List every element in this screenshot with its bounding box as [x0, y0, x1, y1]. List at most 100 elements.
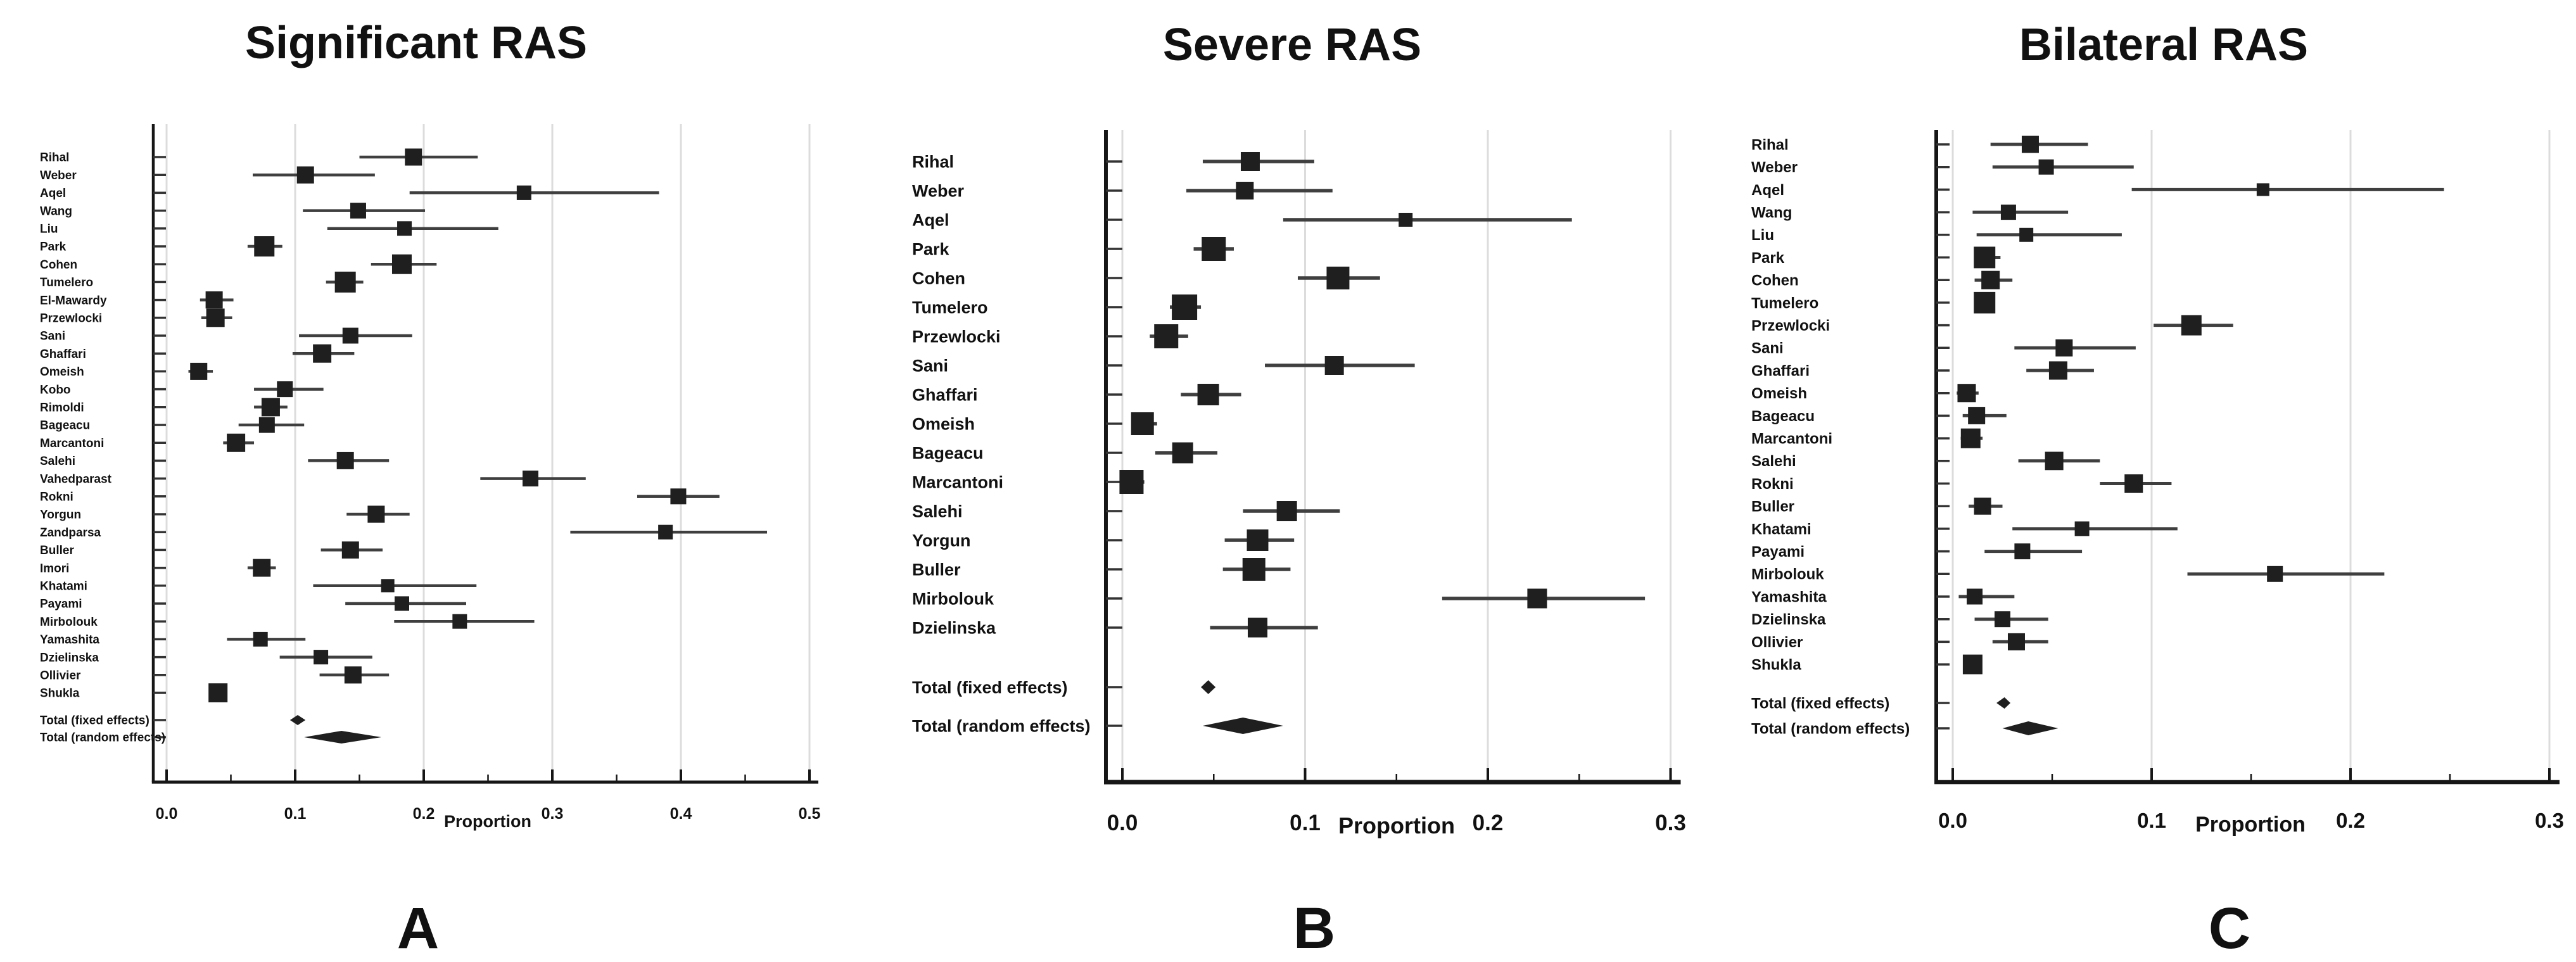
weight-box [205, 291, 223, 309]
total-label: Total (random effects) [1751, 720, 1910, 737]
weight-box [1242, 558, 1266, 581]
weight-box [381, 579, 395, 593]
tick-label: 0.4 [670, 805, 692, 823]
weight-box [2055, 339, 2073, 357]
weight-box [452, 614, 467, 629]
x-axis-label: Proportion [2195, 813, 2306, 837]
weight-box [2124, 474, 2143, 493]
forest-plot: Rihal Weber Aqel Park Cohen Tumelero Przewlock… [912, 130, 1686, 835]
weight-box [1326, 267, 1350, 289]
tick-label: 0.1 [2137, 809, 2166, 832]
weight-box [1197, 384, 1219, 405]
weight-box [1236, 182, 1254, 199]
weight-box [1974, 291, 1996, 313]
study-label: Ghaffari [1751, 362, 1810, 379]
study-label: Ghaffari [40, 348, 86, 361]
study-label: Weber [40, 169, 77, 182]
study-label: Buller [40, 544, 74, 557]
weight-box [1324, 356, 1344, 375]
x-axis-label: Proportion [444, 812, 531, 831]
total-label: Total (fixed effects) [912, 678, 1068, 697]
study-label: Bageacu [1751, 408, 1815, 425]
study-label: Ghaffari [912, 385, 978, 404]
weight-box [1399, 213, 1413, 227]
study-label: Sani [912, 356, 948, 375]
weight-box [391, 254, 412, 274]
panel-letter: C [2209, 896, 2250, 961]
tick-label: 0.0 [156, 805, 178, 823]
study-label: Park [1751, 250, 1785, 267]
total-diamond [1996, 697, 2011, 709]
tick-label: 0.3 [1655, 811, 1686, 835]
weight-box [1247, 617, 1267, 638]
total-diamond [2002, 721, 2059, 735]
total-diamond [289, 715, 306, 725]
tick-label: 0.5 [799, 805, 821, 823]
weight-box [2007, 633, 2025, 650]
study-label: Wang [1751, 205, 1792, 222]
study-label: Dzielinska [1751, 611, 1826, 628]
total-label: Total (random effects) [912, 716, 1091, 735]
study-label: Przewlocki [40, 312, 102, 325]
study-label: Kobo [40, 383, 71, 396]
weight-box [344, 666, 362, 684]
weight-box [336, 452, 354, 469]
weight-box [2019, 227, 2034, 242]
weight-box [314, 650, 329, 665]
weight-box [1962, 654, 1983, 674]
total-diamond [1201, 680, 1216, 694]
weight-box [2038, 159, 2054, 175]
study-label: Liu [1751, 227, 1774, 244]
tick-label: 0.1 [1290, 811, 1321, 835]
study-label: Omeish [1751, 385, 1807, 402]
study-label: Weber [912, 181, 965, 200]
study-label: Przewlocki [912, 327, 1001, 346]
weight-box [1974, 246, 1996, 269]
forest-plot: Rihal Weber Aqel Wang Liu Park Cohen Tumelero Pr… [1751, 130, 2564, 832]
weight-box [405, 148, 422, 166]
weight-box [1240, 152, 1260, 171]
weight-box [2000, 205, 2016, 220]
panel-title: Significant RAS [245, 18, 587, 68]
study-label: Bageacu [912, 443, 984, 462]
weight-box [190, 362, 208, 380]
study-label: Rihal [912, 152, 954, 171]
study-label: Buller [1751, 498, 1794, 516]
weight-box [522, 471, 538, 487]
weight-box [1276, 501, 1297, 521]
weight-box [2045, 452, 2064, 471]
study-label: Mirbolouk [40, 616, 98, 629]
study-label: Liu [40, 222, 58, 236]
study-label: Salehi [912, 502, 963, 521]
study-label: Marcantoni [1751, 431, 1832, 448]
weight-box [1247, 529, 1269, 551]
study-label: Imori [40, 562, 69, 575]
panel-significant-ras: Significant RAS Rihal Weber Aqel Wang Liu Par… [40, 18, 820, 961]
weight-box [1974, 497, 1991, 515]
tick-label: 0.2 [1473, 811, 1504, 835]
study-label: Ollivier [40, 669, 81, 682]
study-label: Mirbolouk [1751, 566, 1824, 583]
study-label: Rokni [40, 490, 73, 503]
study-label: Salehi [1751, 453, 1796, 470]
weight-box [2181, 315, 2202, 336]
study-label: Shukla [1751, 657, 1801, 674]
study-label: Bageacu [40, 419, 90, 433]
study-label: Yorgun [912, 531, 970, 550]
weight-box [334, 271, 356, 293]
study-label: Vahedparast [40, 472, 112, 486]
panel-bilateral-ras: Bilateral RAS Rihal Weber Aqel Wang Liu Park C… [1751, 20, 2564, 961]
panel-letter: A [397, 896, 439, 961]
tick-label: 0.3 [2535, 809, 2564, 832]
weight-box [1202, 237, 1226, 261]
weight-box [277, 381, 293, 398]
study-label: El-Mawardy [40, 294, 107, 307]
total-diamond [1202, 718, 1283, 734]
study-label: Dzielinska [40, 651, 99, 664]
study-label: Marcantoni [912, 472, 1003, 491]
study-label: Cohen [912, 269, 965, 288]
weight-box [1119, 470, 1144, 494]
panel-letter: B [1293, 896, 1335, 961]
weight-box [1957, 384, 1976, 403]
